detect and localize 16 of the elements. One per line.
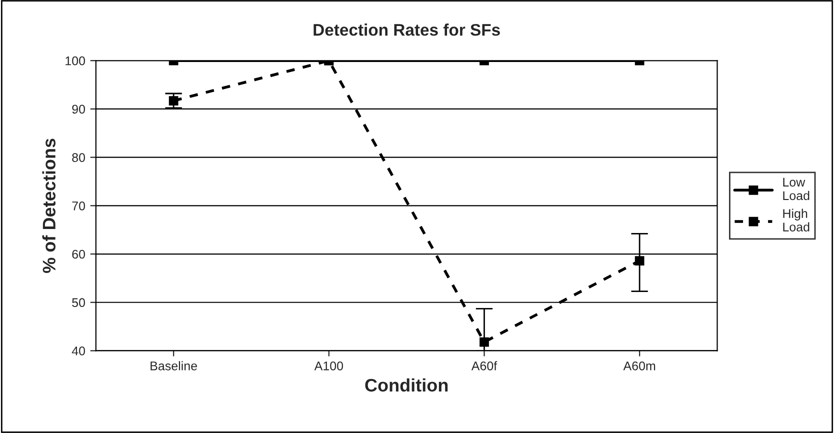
x-tick-label: Baseline — [150, 361, 197, 370]
x-tick-label: A60f — [471, 361, 498, 370]
chart-title: Detection Rates for SFs — [314, 24, 500, 36]
y-axis-title: % of Detections — [42, 138, 56, 273]
y-tick-label: 90 — [72, 104, 86, 114]
y-tick-label: 70 — [72, 201, 86, 210]
y-tick-label: 50 — [72, 298, 86, 308]
x-tick-label: A100 — [314, 361, 344, 370]
y-tick-label: 60 — [72, 250, 86, 259]
x-tick-label: A60m — [623, 361, 656, 370]
y-tick-label: 80 — [72, 153, 86, 162]
x-axis-title: Condition — [365, 378, 448, 392]
legend-label: Low Load — [783, 178, 810, 200]
legend-label: High Load — [783, 208, 810, 232]
y-tick-label: 40 — [72, 346, 86, 356]
y-tick-label: 100 — [66, 56, 86, 66]
